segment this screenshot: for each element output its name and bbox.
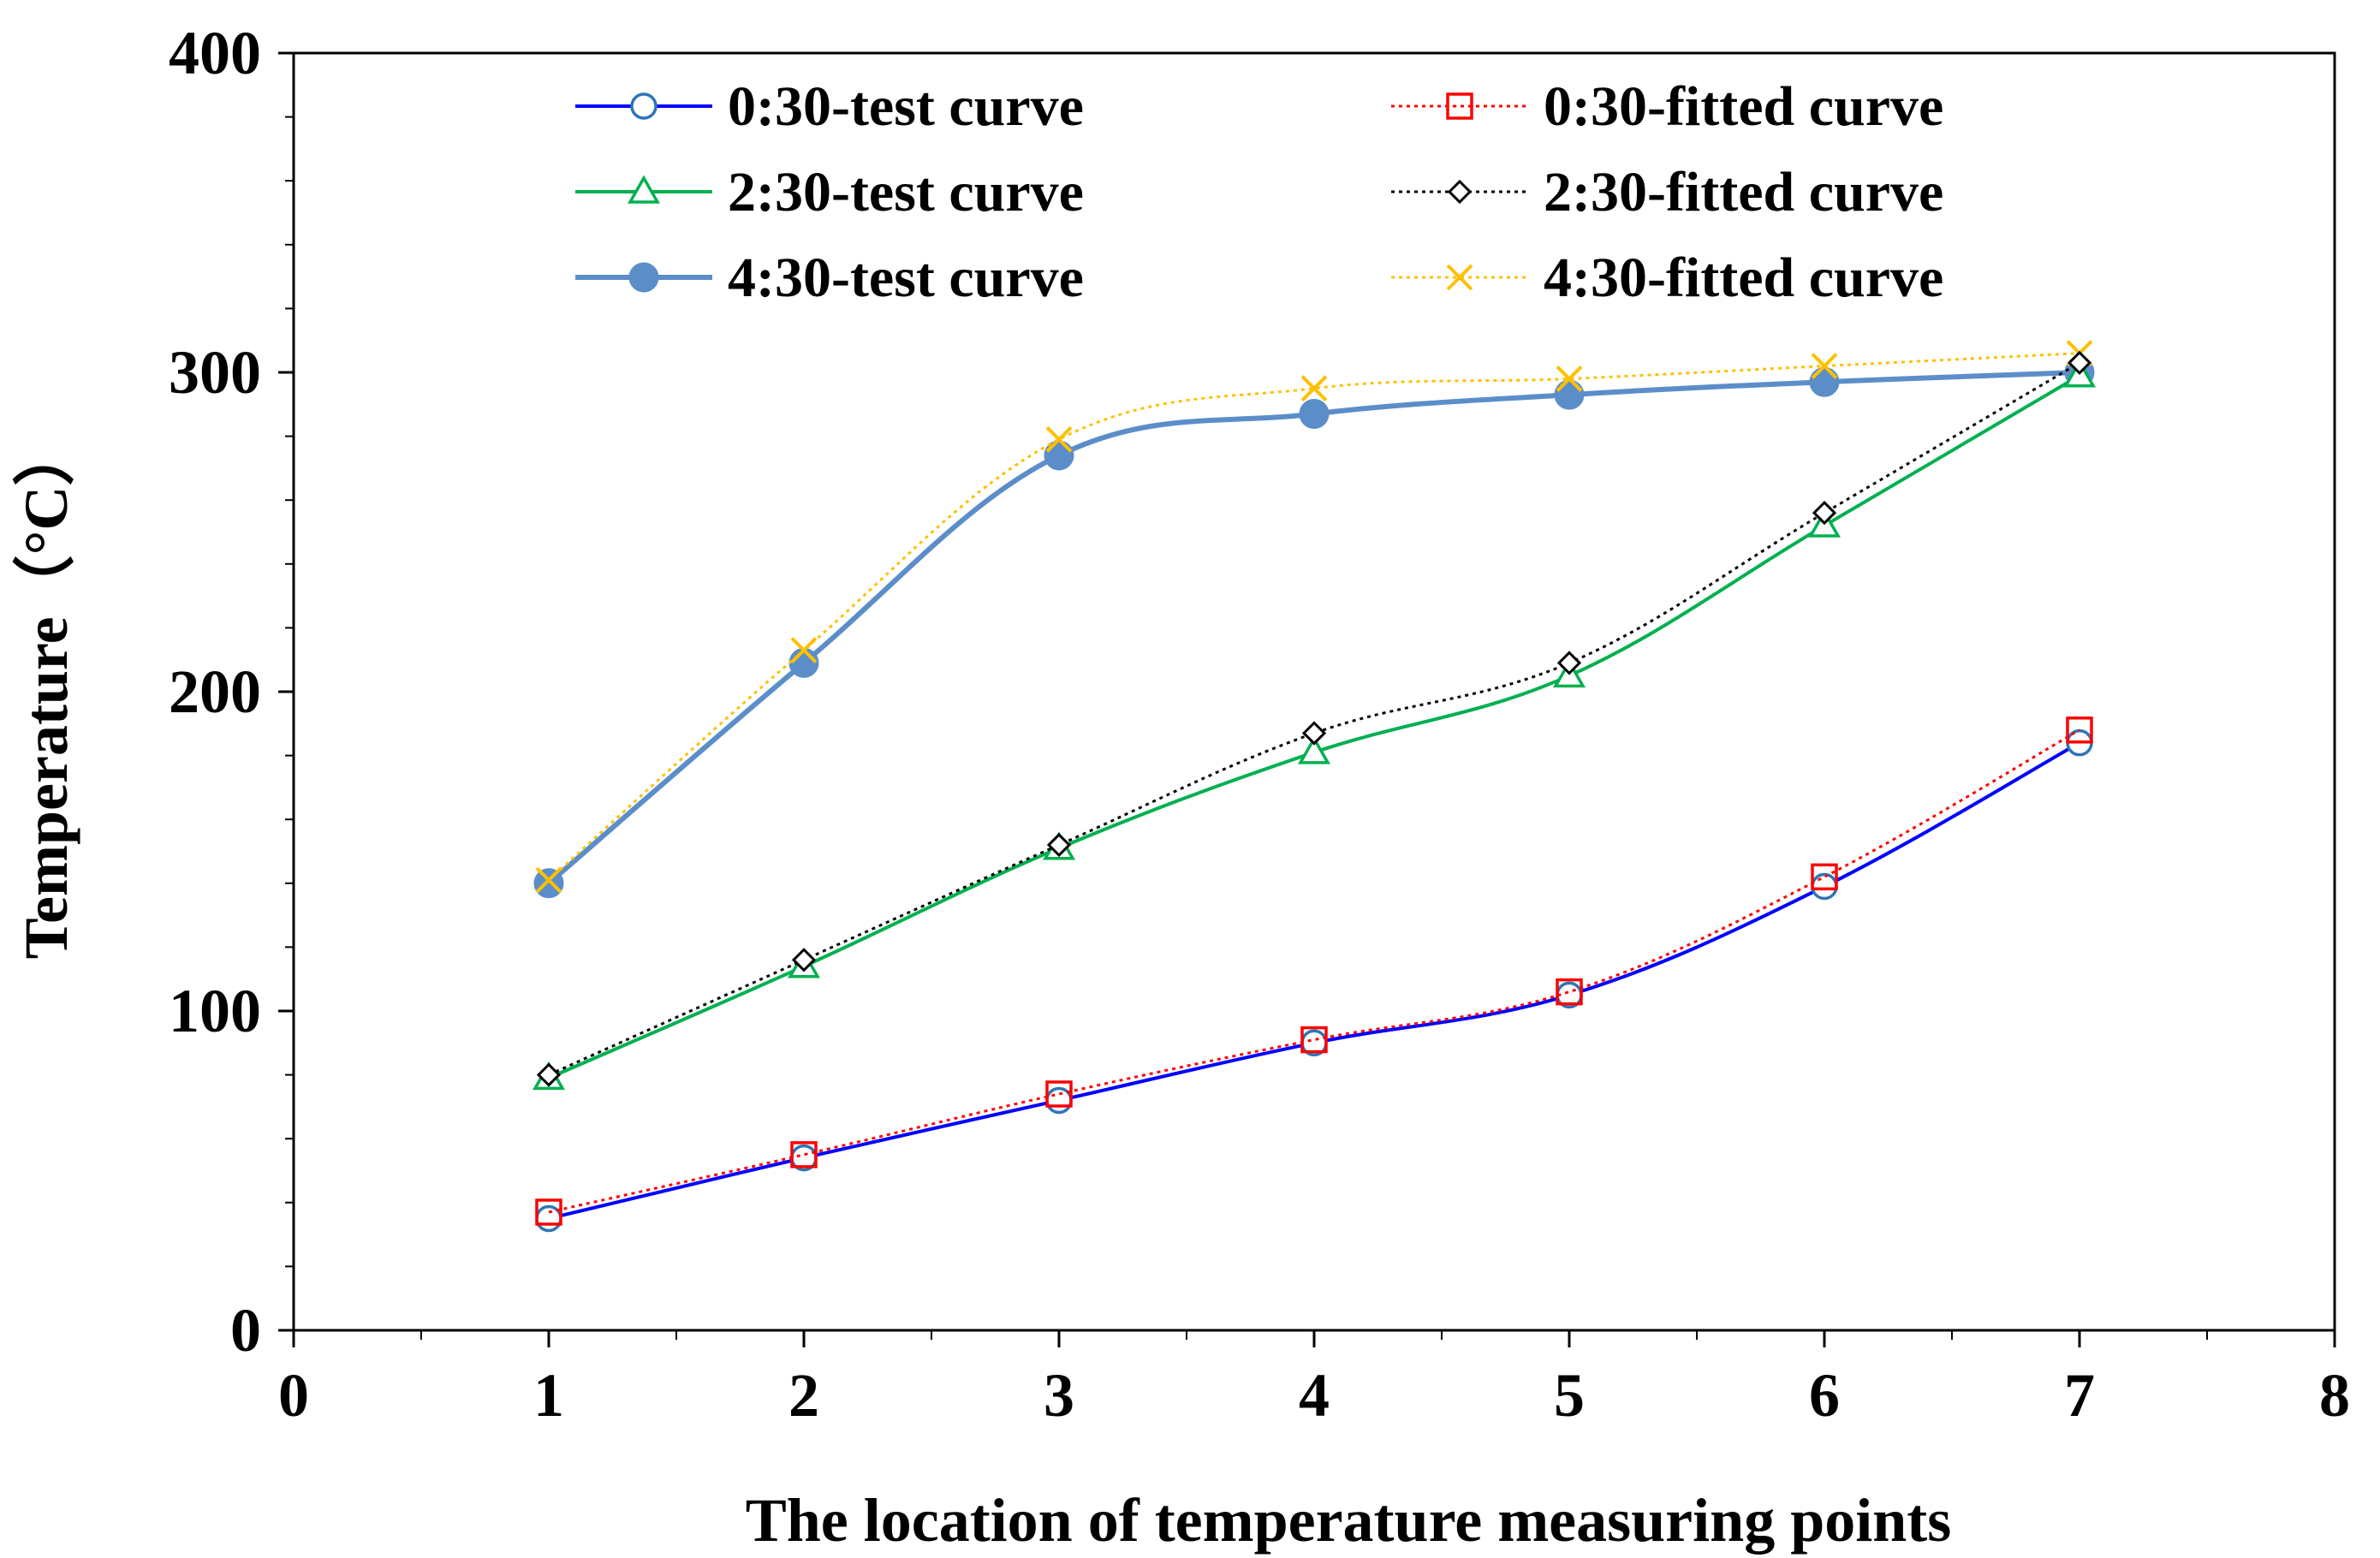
legend-item-4-30-fitted-curve: 4:30-fitted curve — [1391, 247, 1943, 309]
data-point-4-30-test-curve — [1299, 398, 1330, 429]
data-point-0-30-fitted-curve — [535, 1198, 562, 1226]
y-tick-label: 100 — [169, 977, 261, 1045]
legend-label: 2:30-fitted curve — [1544, 161, 1943, 223]
legend-label: 4:30-test curve — [728, 247, 1084, 309]
data-point-0-30-fitted-curve — [1045, 1080, 1073, 1108]
y-tick-label: 400 — [169, 19, 261, 87]
x-tick-label: 4 — [1299, 1361, 1330, 1430]
x-tick-label: 7 — [2064, 1361, 2095, 1430]
data-point-0-30-fitted-curve — [1556, 978, 1583, 1006]
series-layer — [532, 340, 2097, 1233]
series-0-30-test-curve — [535, 728, 2093, 1233]
data-point-2-30-fitted-curve — [791, 948, 817, 972]
data-point-0-30-fitted-curve — [1811, 863, 1838, 891]
data-point-4-30-test-curve — [533, 868, 564, 899]
y-tick-label: 200 — [169, 657, 261, 726]
data-point-2-30-fitted-curve — [2067, 350, 2092, 375]
data-point-2-30-test-curve — [1297, 735, 1331, 764]
data-point-2-30-fitted-curve — [1301, 721, 1327, 746]
x-marker-stroke — [790, 637, 818, 663]
data-point-2-30-fitted-curve — [1046, 832, 1072, 858]
x-axis-title: The location of temperature measuring po… — [746, 1486, 1952, 1555]
data-point-4-30-fitted-curve — [1045, 425, 1073, 453]
x-marker-stroke — [535, 866, 562, 894]
legend-swatch-marker — [1446, 264, 1473, 291]
legend-swatch-marker — [630, 92, 657, 120]
data-point-4-30-test-curve — [788, 647, 819, 678]
data-point-4-30-fitted-curve — [1811, 353, 1838, 379]
data-point-4-30-fitted-curve — [790, 637, 818, 663]
x-marker-stroke — [1045, 425, 1073, 453]
y-axis-title: Temperature（°C） — [12, 425, 80, 960]
data-point-4-30-fitted-curve — [1300, 375, 1328, 402]
legend-item-0-30-test-curve: 0:30-test curve — [575, 75, 1084, 138]
axes: 0 100 200 300 400 0 1 2 3 4 5 6 7 8 — [169, 19, 2350, 1430]
data-point-0-30-fitted-curve — [2066, 717, 2093, 744]
x-marker-stroke — [1556, 366, 1583, 392]
legend-item-2-30-fitted-curve: 2:30-fitted curve — [1391, 161, 1943, 223]
data-point-2-30-fitted-curve — [1812, 500, 1837, 526]
x-tick-label: 3 — [1044, 1361, 1074, 1430]
data-point-0-30-fitted-curve — [790, 1141, 818, 1168]
series-0-30-fitted-curve — [535, 717, 2093, 1226]
legend-swatch-marker — [628, 262, 659, 293]
y-tick-label: 0 — [230, 1296, 261, 1365]
legend-swatch-marker — [1446, 92, 1473, 120]
data-point-2-30-fitted-curve — [1556, 651, 1582, 675]
legend-label: 0:30-fitted curve — [1544, 75, 1943, 138]
legend: 0:30-test curve 0:30-fitted curve 2:30-tes… — [575, 75, 1943, 309]
legend-swatch-marker — [627, 175, 661, 204]
data-point-4-30-fitted-curve — [535, 866, 562, 894]
x-marker-stroke — [1446, 264, 1473, 291]
data-point-0-30-fitted-curve — [1300, 1026, 1328, 1054]
x-tick-label: 6 — [1809, 1361, 1840, 1430]
y-tick-label: 300 — [169, 338, 261, 407]
x-marker-stroke — [1300, 375, 1328, 402]
x-tick-label: 0 — [278, 1361, 309, 1430]
legend-item-4-30-test-curve: 4:30-test curve — [575, 247, 1084, 309]
x-tick-label: 1 — [533, 1361, 564, 1430]
data-point-4-30-test-curve — [1809, 366, 1840, 397]
legend-swatch-marker — [1447, 179, 1473, 205]
x-tick-label: 8 — [2319, 1361, 2350, 1430]
data-point-2-30-fitted-curve — [536, 1062, 562, 1087]
data-point-0-30-test-curve — [1811, 872, 1838, 901]
legend-item-0-30-fitted-curve: 0:30-fitted curve — [1391, 75, 1943, 138]
data-point-4-30-test-curve — [1554, 379, 1585, 410]
legend-item-2-30-test-curve: 2:30-test curve — [575, 161, 1084, 223]
series-2-30-fitted-curve — [536, 350, 2092, 1087]
legend-label: 2:30-test curve — [728, 161, 1084, 223]
legend-label: 0:30-test curve — [728, 75, 1084, 138]
x-tick-label: 2 — [788, 1361, 819, 1430]
x-marker-stroke — [1811, 353, 1838, 379]
data-point-4-30-fitted-curve — [1556, 366, 1583, 392]
legend-label: 4:30-fitted curve — [1544, 247, 1943, 309]
x-tick-label: 5 — [1554, 1361, 1585, 1430]
